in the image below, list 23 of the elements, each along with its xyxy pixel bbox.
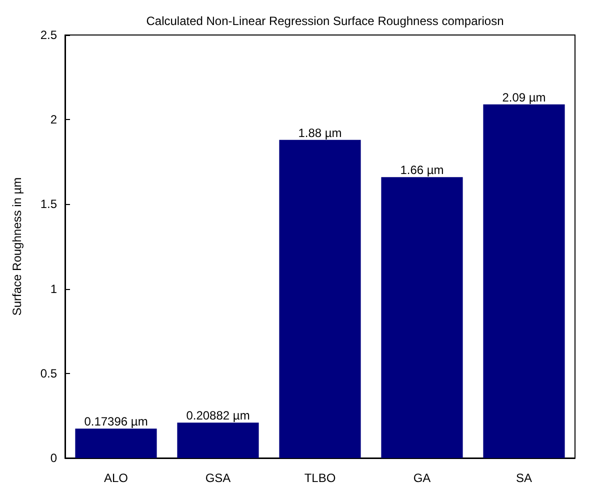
y-tick-label: 1 xyxy=(50,282,58,296)
data-label: 1.66 µm xyxy=(400,163,444,178)
y-tick-label: 0.5 xyxy=(40,366,58,380)
bar xyxy=(75,428,157,458)
bar xyxy=(483,104,565,458)
data-label: 0.20882 µm xyxy=(186,408,250,423)
chart-title: Calculated Non-Linear Regression Surface Roughness compariosn xyxy=(146,14,504,28)
y-tick-label: 2.5 xyxy=(40,28,58,42)
data-label: 2.09 µm xyxy=(502,90,546,104)
x-tick-label: GA xyxy=(413,471,431,485)
data-label: 0.17396 µm xyxy=(84,414,148,429)
data-label: 1.88 µm xyxy=(298,126,342,140)
x-tick-label: GSA xyxy=(205,471,231,485)
x-tick-label: SA xyxy=(516,471,532,485)
bar xyxy=(381,177,463,458)
y-tick-label: 1.5 xyxy=(40,197,58,212)
x-tick-label: TLBO xyxy=(304,471,336,485)
y-axis-title: Surface Roughness in µm xyxy=(10,177,24,316)
y-tick-label: 2 xyxy=(50,112,58,127)
x-tick-label: ALO xyxy=(104,471,128,485)
bar xyxy=(279,140,361,458)
y-tick-label: 0 xyxy=(50,451,58,465)
bar xyxy=(177,422,259,458)
